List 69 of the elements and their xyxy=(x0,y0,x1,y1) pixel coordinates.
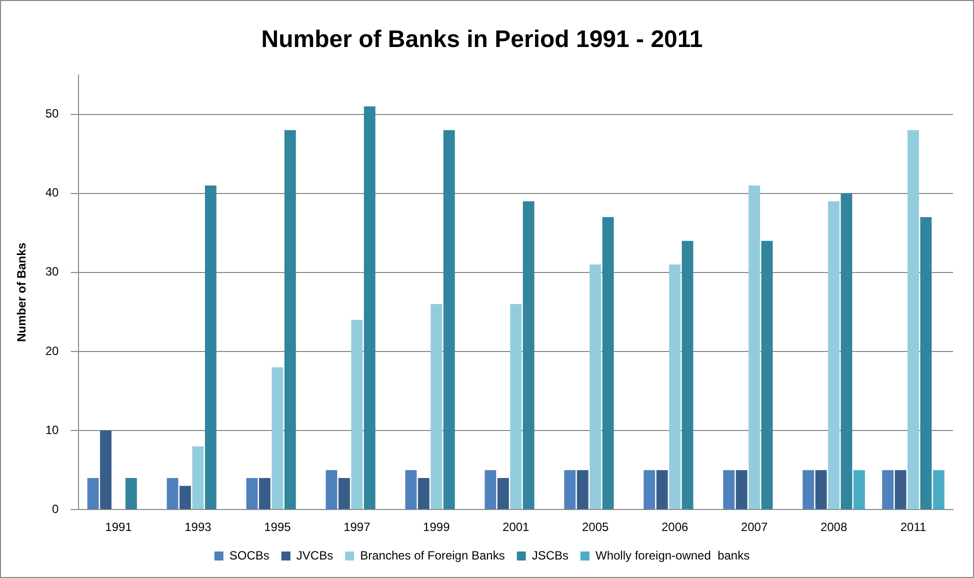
x-tick-label: 1999 xyxy=(423,520,450,534)
bar xyxy=(326,470,338,510)
bar xyxy=(564,470,576,510)
chart-title: Number of Banks in Period 1991 - 2011 xyxy=(261,26,703,54)
bar xyxy=(510,304,522,510)
x-tick-label: 1997 xyxy=(344,520,371,534)
bar xyxy=(204,185,216,510)
bar xyxy=(644,470,656,510)
legend-label: JSCBs xyxy=(532,548,569,562)
bar xyxy=(100,430,112,510)
bar xyxy=(364,106,376,510)
x-tick-label: 2007 xyxy=(740,520,768,534)
bar xyxy=(284,130,296,510)
bar xyxy=(908,130,919,510)
y-tick-label: 50 xyxy=(45,106,60,121)
x-tick-label: 2008 xyxy=(820,520,848,534)
y-tick-label: 0 xyxy=(52,502,60,516)
bar xyxy=(192,446,204,510)
y-tick-label: 30 xyxy=(45,264,60,279)
bar xyxy=(443,130,455,510)
bar xyxy=(669,264,681,510)
y-tick-label: 20 xyxy=(45,344,60,358)
bar xyxy=(828,201,840,510)
y-tick-label: 40 xyxy=(45,186,60,200)
x-tick-label: 1991 xyxy=(105,520,132,534)
bar xyxy=(590,264,602,510)
bar xyxy=(802,470,814,510)
y-axis-title: Number of Banks xyxy=(14,242,29,342)
bar xyxy=(761,240,773,510)
bar xyxy=(87,478,99,510)
bar xyxy=(736,470,748,510)
bar xyxy=(840,193,852,510)
bar xyxy=(932,470,944,510)
bar xyxy=(418,478,430,510)
bar xyxy=(920,217,932,510)
bar xyxy=(180,486,191,510)
legend-label: Branches of Foreign Banks xyxy=(360,548,505,562)
x-tick-label: 2001 xyxy=(502,520,530,534)
bar xyxy=(894,470,906,510)
x-tick-label: 2005 xyxy=(582,520,610,534)
bar xyxy=(602,217,614,510)
bar xyxy=(723,470,735,510)
bar xyxy=(656,470,668,510)
legend-label: Wholly foreign-owned banks xyxy=(596,548,750,562)
bar xyxy=(338,478,350,510)
legend-label: JVCBs xyxy=(296,548,334,562)
bar xyxy=(246,478,258,510)
x-tick-label: 1993 xyxy=(184,520,212,534)
legend-label: SOCBs xyxy=(229,548,270,562)
bar xyxy=(748,185,760,510)
bar xyxy=(484,470,496,510)
bar xyxy=(259,478,270,510)
x-tick-label: 1995 xyxy=(264,520,292,534)
bar xyxy=(882,470,894,510)
bar xyxy=(815,470,827,510)
x-tick-label: 2011 xyxy=(900,520,926,534)
bar xyxy=(522,201,534,510)
bar xyxy=(430,304,442,510)
bar xyxy=(576,470,588,510)
bar xyxy=(272,367,284,510)
bar xyxy=(853,470,865,510)
y-tick-label: 10 xyxy=(45,422,60,437)
x-tick-label: 2006 xyxy=(661,520,688,534)
bar xyxy=(166,478,178,510)
bar xyxy=(351,320,363,510)
bar xyxy=(682,240,694,510)
bar xyxy=(125,478,137,510)
bar xyxy=(497,478,509,510)
bar xyxy=(405,470,417,510)
